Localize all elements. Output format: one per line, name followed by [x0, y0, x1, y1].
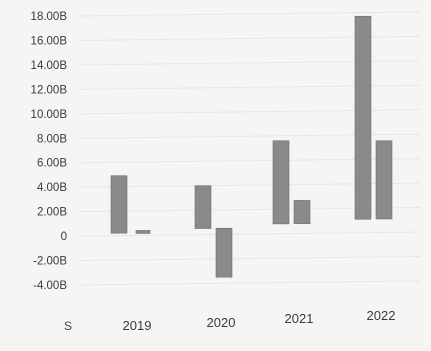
gridline: [79, 280, 421, 286]
x-tick-label: 2020: [207, 315, 236, 330]
y-tick-label: 6.00B: [37, 158, 67, 170]
grid-layer: [79, 11, 421, 286]
y-tick-label: 16.00B: [31, 35, 68, 47]
bar-2022-series-2: [375, 140, 393, 220]
y-tick-label: 10.00B: [31, 109, 68, 121]
gridline: [79, 11, 421, 17]
x-tick-label: 2019: [123, 318, 152, 333]
bar-2022-series-1: [354, 15, 372, 220]
x-tick-label: 2021: [285, 311, 314, 326]
y-tick-label: 4.00B: [37, 182, 67, 194]
bar-2019-series-1: [110, 175, 128, 234]
corner-label: S: [64, 319, 72, 333]
bar-layer: [110, 15, 393, 278]
bar-2021-series-2: [293, 200, 311, 224]
y-axis-ticks: 18.00B 16.00B 14.00B 12.00B 10.00B 8.00B 6.00B…: [31, 11, 68, 292]
bar-2020-series-1: [194, 185, 212, 229]
gridline: [79, 255, 421, 262]
y-tick-label: 18.00B: [31, 11, 68, 23]
y-tick-label: 14.00B: [31, 60, 68, 72]
y-tick-label: 8.00B: [37, 133, 67, 145]
x-axis-ticks: 2019 2020 2021 2022: [123, 308, 396, 333]
y-tick-label: 0: [61, 231, 67, 243]
y-tick-label: -2.00B: [33, 256, 67, 268]
gridline: [79, 231, 421, 237]
y-tick-label: 2.00B: [37, 207, 67, 219]
y-tick-label: 12.00B: [31, 84, 68, 96]
bar-2020-series-2: [215, 227, 233, 278]
bar-2019-series-2: [135, 230, 151, 234]
bar-2021-series-1: [272, 140, 290, 225]
x-tick-label: 2022: [367, 308, 396, 323]
y-tick-label: -4.00B: [33, 280, 67, 292]
